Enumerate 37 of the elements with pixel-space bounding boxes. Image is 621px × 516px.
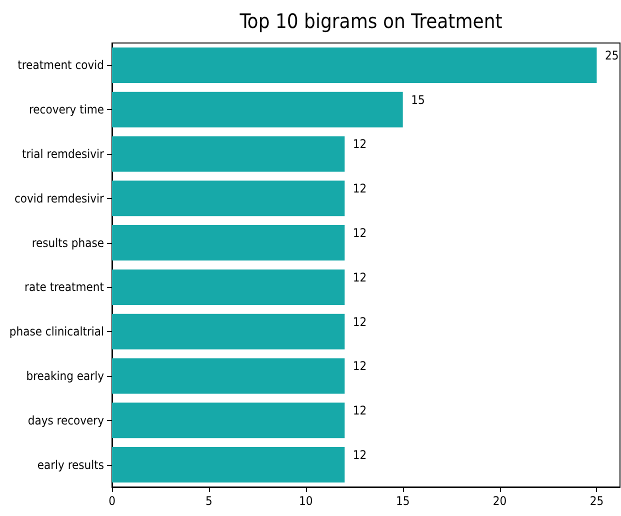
data-label: 12 — [352, 359, 367, 374]
bar — [112, 314, 345, 350]
data-label: 12 — [352, 314, 367, 329]
bar — [112, 402, 345, 438]
y-tick-label: covid remdesivir — [14, 191, 105, 206]
bar — [112, 180, 345, 216]
x-tick-label: 20 — [492, 494, 507, 508]
chart-title: Top 10 bigrams on Treatment — [238, 9, 502, 33]
bar — [112, 447, 345, 483]
bar — [112, 92, 403, 128]
x-tick-label: 15 — [396, 494, 410, 508]
bar — [112, 269, 345, 305]
y-tick-label: treatment covid — [18, 58, 104, 72]
y-tick-label: results phase — [32, 236, 104, 250]
data-label: 15 — [411, 92, 425, 107]
bar — [112, 225, 345, 261]
bar — [112, 136, 345, 172]
data-label: 25 — [605, 48, 619, 62]
x-tick-label: 0 — [108, 494, 116, 508]
y-tick-label: recovery time — [28, 102, 104, 117]
bar — [112, 358, 345, 394]
y-tick-label: early results — [37, 458, 104, 472]
y-tick-label: trial remdesivir — [22, 147, 105, 161]
data-label: 12 — [352, 448, 367, 462]
data-label: 12 — [352, 226, 367, 240]
y-tick-label: phase clinicaltrial — [9, 324, 104, 339]
x-tick-label: 5 — [206, 494, 212, 508]
bar — [112, 47, 597, 83]
x-tick-label: 25 — [590, 494, 604, 508]
data-label: 12 — [352, 404, 367, 418]
x-tick-label: 10 — [299, 494, 313, 508]
data-label: 12 — [352, 137, 367, 152]
y-tick-label: breaking early — [26, 369, 105, 383]
data-label: 12 — [352, 270, 367, 284]
y-tick-label: rate treatment — [24, 280, 104, 294]
data-label: 12 — [352, 182, 367, 196]
y-tick-label: days recovery — [28, 413, 105, 428]
